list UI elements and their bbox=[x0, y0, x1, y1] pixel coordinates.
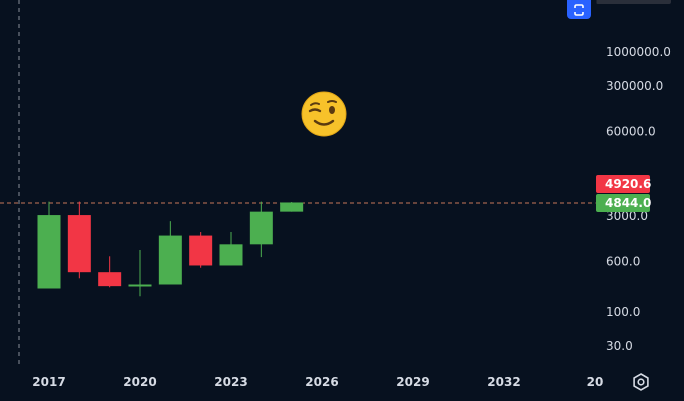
price-tag bbox=[596, 175, 650, 193]
sync-button[interactable] bbox=[567, 0, 591, 19]
y-axis-tick-label: 300000.0 bbox=[606, 79, 663, 93]
price-tag-label: 4920.6 bbox=[605, 177, 651, 191]
candle-body bbox=[219, 244, 243, 266]
candle-body bbox=[37, 215, 61, 289]
candle-body bbox=[249, 211, 273, 245]
y-axis-tick-label: 100.0 bbox=[606, 305, 640, 319]
candle-body bbox=[98, 272, 122, 287]
x-axis-tick-label: 2029 bbox=[396, 375, 429, 389]
candle-body bbox=[189, 235, 213, 266]
x-axis-tick-label: 2023 bbox=[214, 375, 247, 389]
price-tag bbox=[596, 194, 650, 212]
y-axis-tick-label: 600.0 bbox=[606, 254, 640, 268]
sync-icon bbox=[574, 3, 584, 16]
candle-body bbox=[128, 284, 152, 287]
chart-settings-button[interactable] bbox=[631, 372, 651, 392]
x-axis-tick-label: 2017 bbox=[32, 375, 65, 389]
candle-body bbox=[280, 202, 304, 212]
winking-face-icon bbox=[301, 91, 347, 137]
x-axis-tick-label: 2026 bbox=[305, 375, 338, 389]
gear-icon bbox=[633, 373, 649, 391]
y-axis-tick-label: 1000000.0 bbox=[606, 45, 671, 59]
candle-body bbox=[158, 235, 182, 285]
x-axis-tick-label: 2032 bbox=[487, 375, 520, 389]
candle-body bbox=[67, 215, 91, 273]
x-axis-tick-label: 2020 bbox=[123, 375, 156, 389]
y-axis-tick-label: 3000.0 bbox=[606, 209, 648, 223]
x-axis-tick-label: 20 bbox=[587, 375, 604, 389]
top-toolbar-strip bbox=[596, 0, 671, 4]
y-axis-tick-label: 30.0 bbox=[606, 339, 633, 353]
price-tag-label: 4844.0 bbox=[605, 196, 651, 210]
y-axis-tick-label: 60000.0 bbox=[606, 124, 656, 138]
